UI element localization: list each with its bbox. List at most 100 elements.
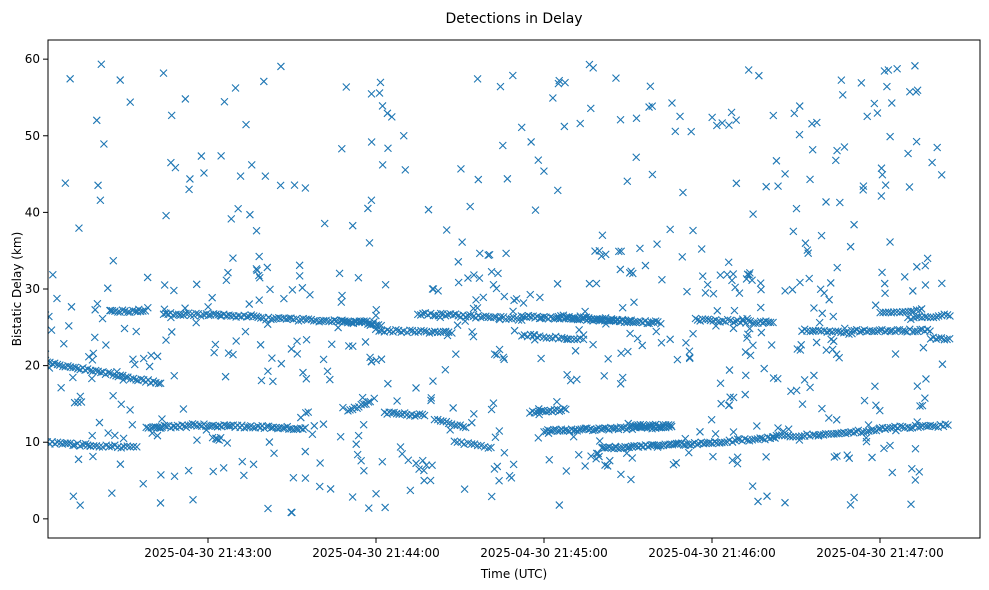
data-point <box>119 376 128 384</box>
data-point <box>756 303 765 312</box>
data-point <box>573 426 582 435</box>
data-point <box>923 254 932 263</box>
data-point <box>170 472 179 481</box>
data-point <box>605 456 614 465</box>
data-point <box>500 448 509 457</box>
data-point <box>209 467 218 476</box>
data-point <box>628 454 637 462</box>
data-point <box>729 318 738 327</box>
data-point <box>334 323 343 332</box>
data-point <box>446 426 455 434</box>
data-point <box>850 493 858 502</box>
data-point <box>75 224 83 232</box>
data-point <box>749 341 757 350</box>
data-point <box>53 294 61 303</box>
data-point <box>527 138 536 146</box>
data-point <box>534 433 543 442</box>
data-point <box>342 83 351 91</box>
data-point <box>134 305 143 314</box>
data-point <box>76 501 85 510</box>
data-point <box>941 420 950 429</box>
data-point <box>627 475 635 484</box>
data-point <box>212 434 220 443</box>
data-point <box>129 442 138 451</box>
data-point <box>616 115 625 124</box>
data-point <box>365 238 374 247</box>
data-point <box>120 324 129 333</box>
data-point <box>746 351 755 360</box>
data-point <box>434 287 443 295</box>
data-point <box>269 423 277 432</box>
data-point <box>442 226 451 234</box>
data-point <box>843 451 852 460</box>
data-point <box>138 307 147 315</box>
data-point <box>880 67 889 75</box>
data-point <box>253 266 261 275</box>
data-point <box>542 334 551 342</box>
data-point <box>517 312 526 320</box>
data-point <box>219 463 228 472</box>
data-point <box>84 352 93 361</box>
data-point <box>790 109 799 118</box>
data-point <box>178 421 186 429</box>
data-point <box>921 261 930 270</box>
data-point <box>720 438 729 447</box>
data-point <box>390 408 398 417</box>
data-point <box>120 442 128 451</box>
data-points <box>48 60 954 517</box>
data-point <box>156 379 165 388</box>
data-point <box>132 327 141 336</box>
data-point <box>346 405 354 414</box>
data-point <box>428 285 437 293</box>
data-point <box>485 250 494 259</box>
data-point <box>943 310 952 319</box>
data-point <box>535 314 544 323</box>
data-point <box>162 336 170 345</box>
data-point <box>449 404 458 412</box>
data-point <box>216 433 225 442</box>
data-point <box>629 318 638 327</box>
data-point <box>110 431 119 440</box>
data-point <box>377 355 386 364</box>
data-point <box>114 308 122 316</box>
data-point <box>658 275 666 284</box>
data-point <box>323 367 332 376</box>
data-point <box>652 327 661 336</box>
data-point <box>502 249 510 258</box>
data-point <box>810 371 818 380</box>
data-point <box>184 466 193 475</box>
data-point <box>760 364 769 373</box>
data-point <box>301 408 310 417</box>
data-point <box>871 382 879 391</box>
data-point <box>290 181 299 190</box>
data-point <box>808 119 816 128</box>
data-point <box>732 179 741 188</box>
data-point <box>618 303 627 312</box>
data-point <box>90 333 99 342</box>
data-point <box>641 261 650 270</box>
data-point <box>429 285 438 293</box>
x-axis-ticks: 2025-04-30 21:43:00 2025-04-30 21:44:00 20… <box>144 538 944 560</box>
data-point <box>155 424 164 432</box>
data-point <box>247 160 256 169</box>
data-point <box>591 247 599 256</box>
data-point <box>517 123 526 132</box>
data-point <box>278 424 287 432</box>
data-point <box>96 196 105 205</box>
data-point <box>222 276 231 285</box>
data-point <box>117 400 126 409</box>
data-point <box>671 127 680 136</box>
data-point <box>299 425 307 434</box>
data-point <box>757 328 766 337</box>
data-point <box>337 144 346 153</box>
data-point <box>268 354 276 362</box>
data-point <box>812 338 821 347</box>
data-point <box>922 375 930 383</box>
data-point <box>544 429 553 438</box>
data-point <box>653 443 662 451</box>
data-point <box>301 184 310 192</box>
data-point <box>202 426 211 434</box>
data-point <box>327 340 336 349</box>
y-axis-label: Bistatic Delay (km) <box>10 232 24 347</box>
data-point <box>336 432 345 441</box>
